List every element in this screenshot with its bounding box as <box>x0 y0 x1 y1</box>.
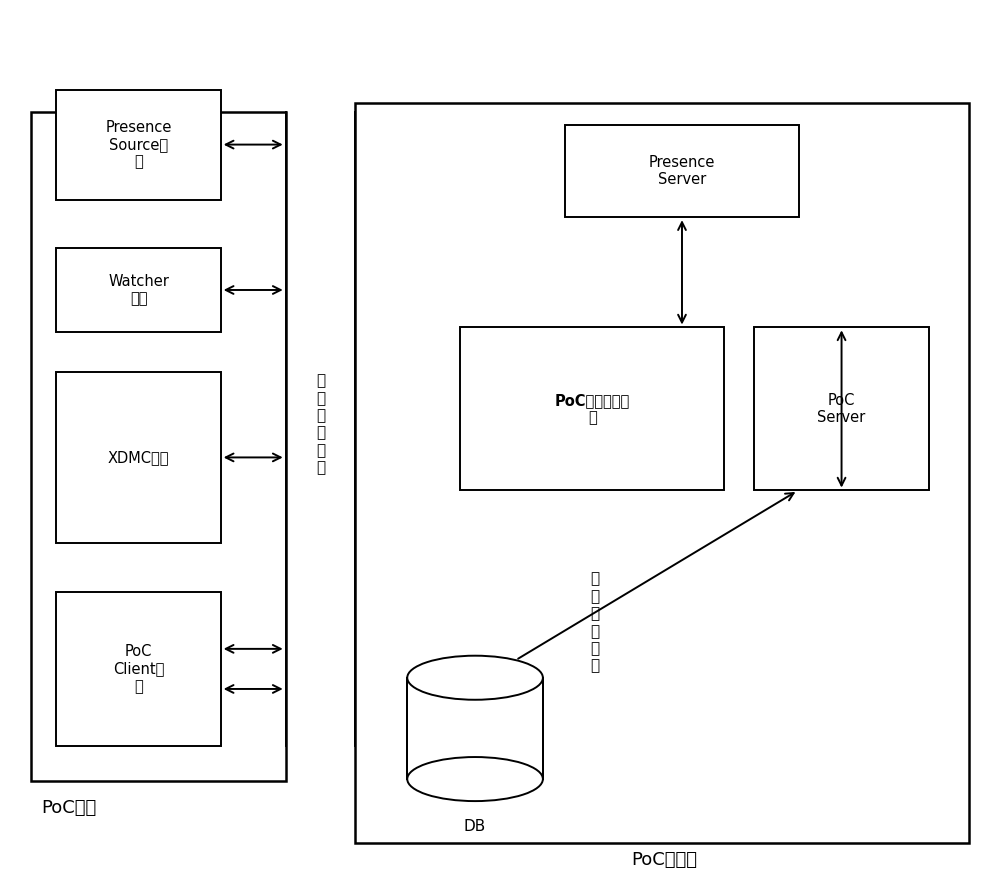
Bar <box>754 327 929 491</box>
Text: Presence
Source模
块: Presence Source模 块 <box>105 119 172 170</box>
Text: PoC
Client模
块: PoC Client模 块 <box>113 644 164 694</box>
Text: Presence
Server: Presence Server <box>649 155 715 187</box>
Bar <box>56 591 221 746</box>
Bar <box>460 327 724 491</box>
Text: PoC
Server: PoC Server <box>817 392 866 425</box>
Text: 第
一
通
信
网
络: 第 一 通 信 网 络 <box>316 373 325 476</box>
Bar <box>56 248 221 332</box>
Bar <box>408 680 542 777</box>
Ellipse shape <box>407 656 543 700</box>
Text: PoC服务端: PoC服务端 <box>632 851 698 869</box>
Text: XDMC模块: XDMC模块 <box>108 450 169 465</box>
Text: PoC状态确定装
置: PoC状态确定装 置 <box>555 392 630 425</box>
Bar <box>407 678 543 779</box>
Text: Watcher
模块: Watcher 模块 <box>108 274 169 306</box>
Ellipse shape <box>407 757 543 801</box>
Bar <box>355 103 969 843</box>
Text: PoC终端: PoC终端 <box>41 798 97 817</box>
Bar <box>31 111 286 781</box>
Bar <box>565 125 799 217</box>
Bar <box>407 678 543 779</box>
Bar <box>56 371 221 544</box>
Text: 第
二
通
信
网
络: 第 二 通 信 网 络 <box>590 572 599 674</box>
Bar <box>56 89 221 200</box>
Text: DB: DB <box>464 819 486 834</box>
